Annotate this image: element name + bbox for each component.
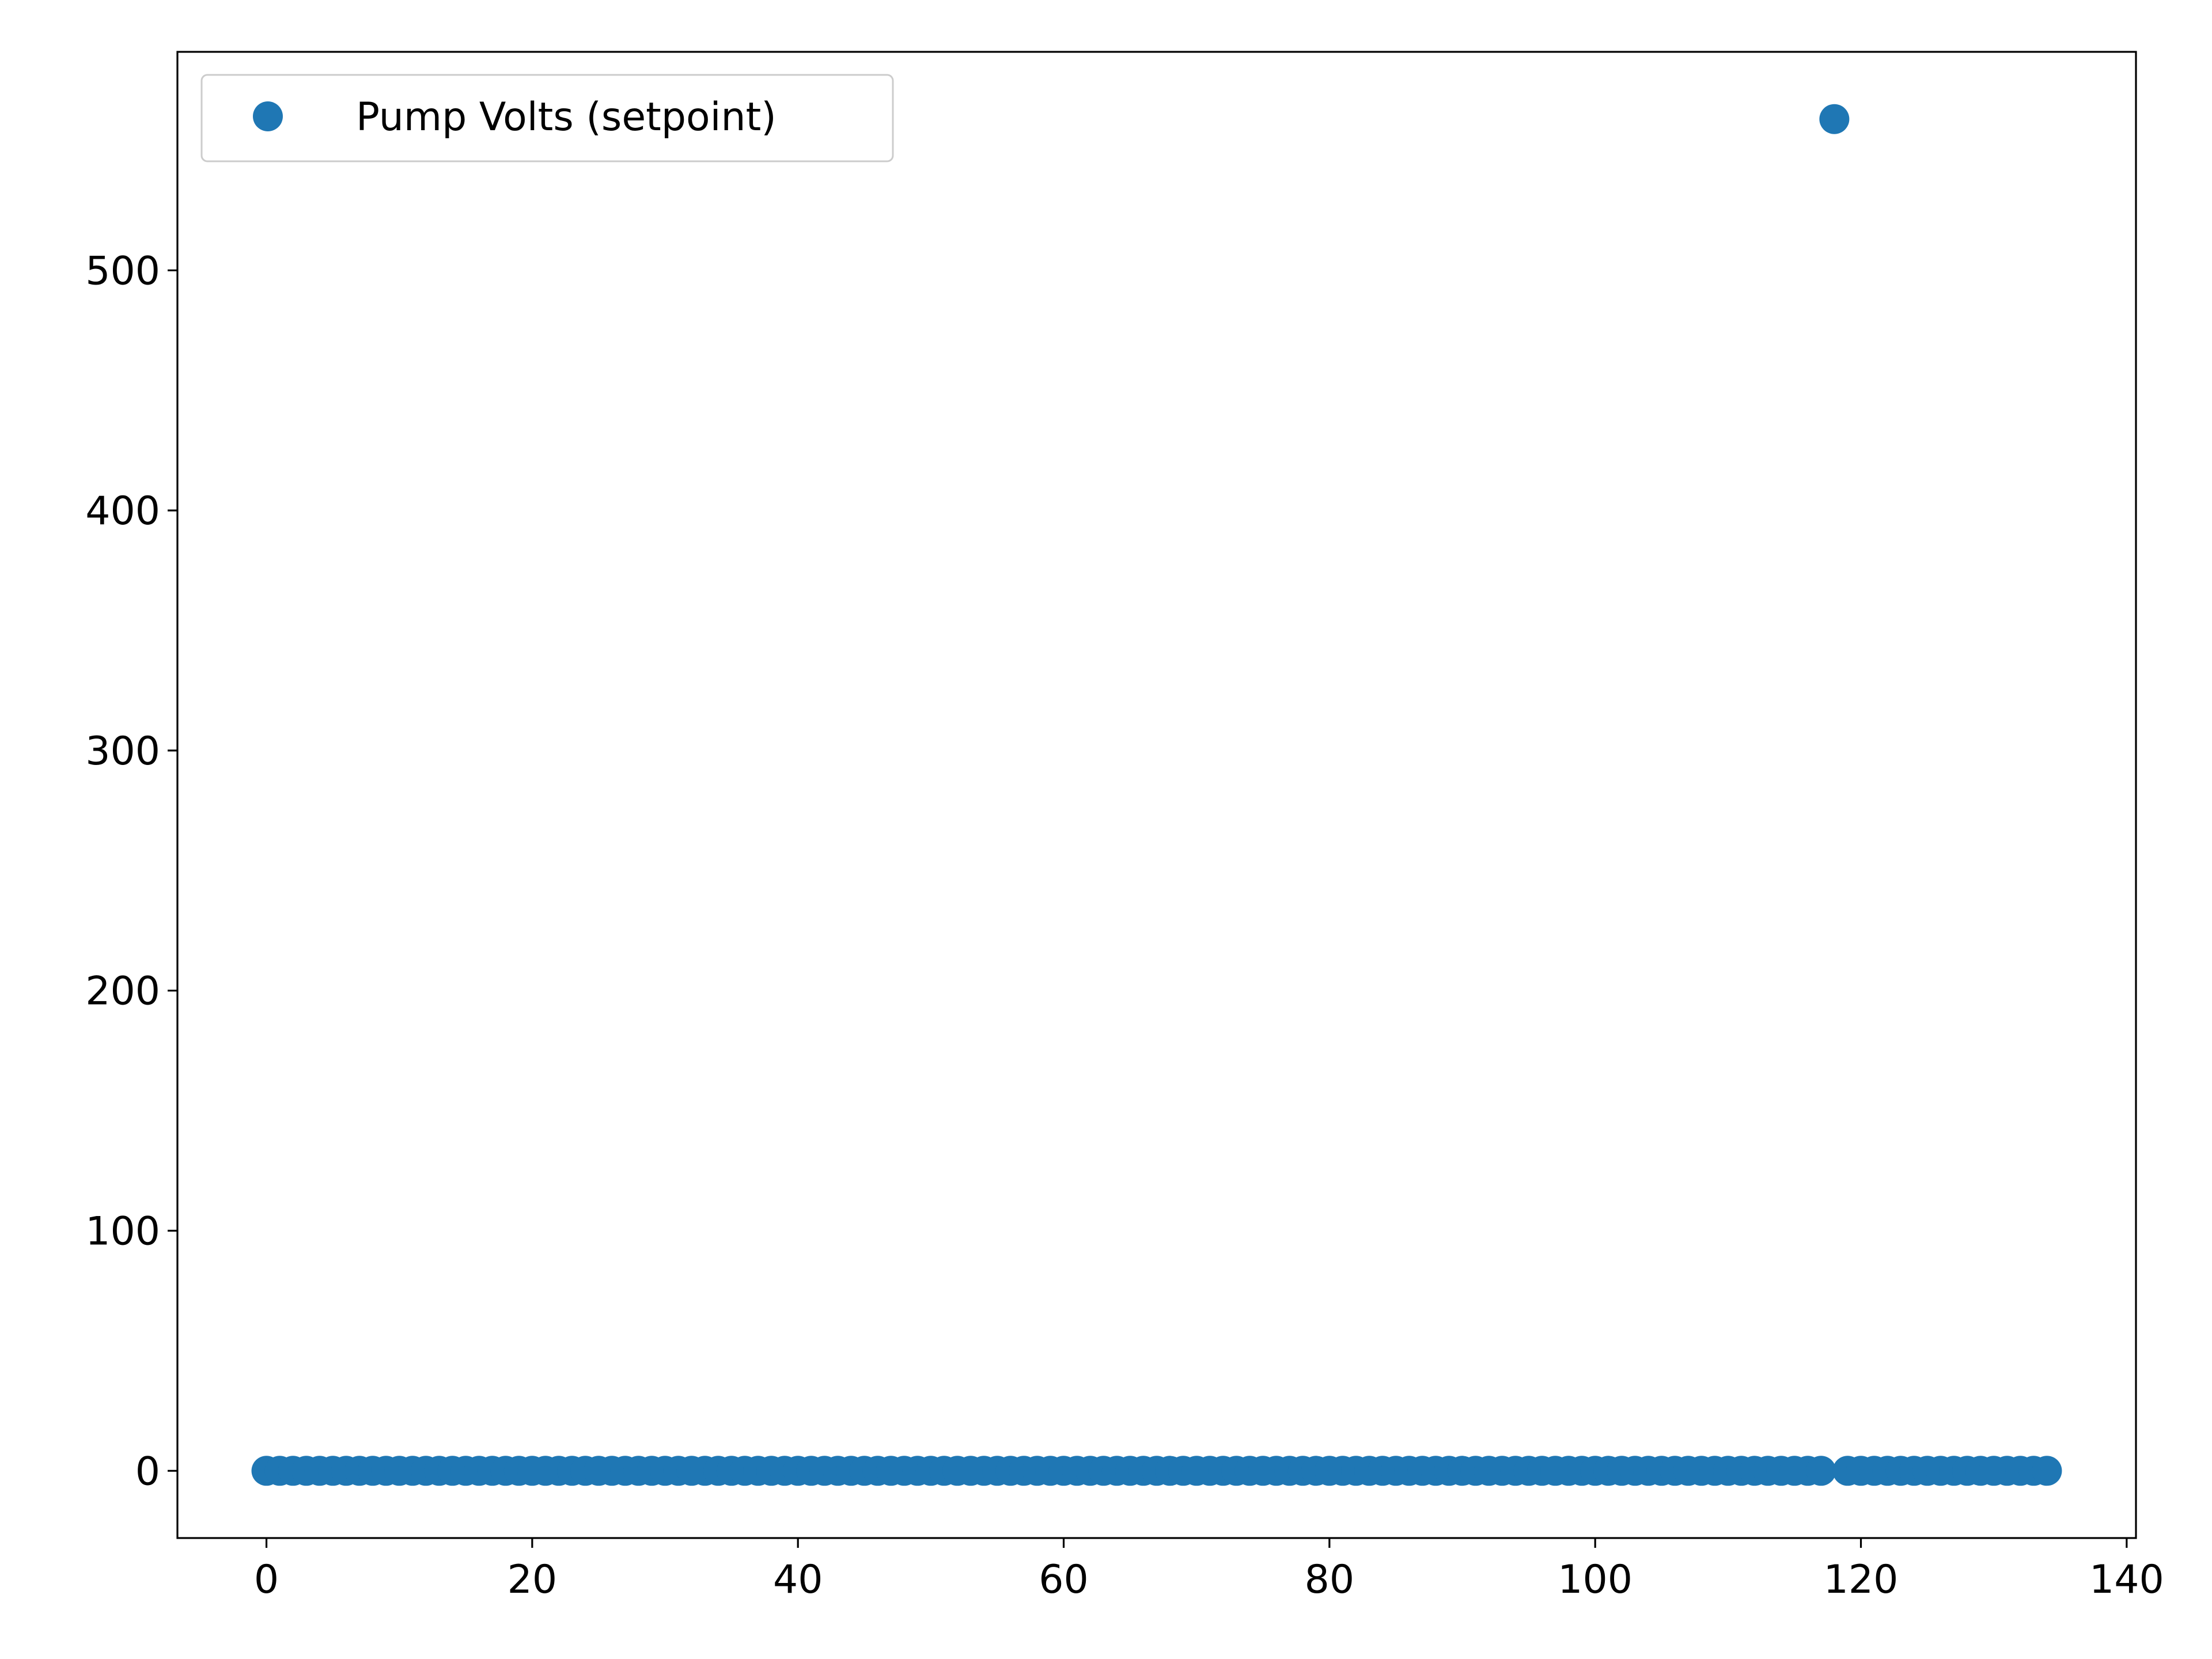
- y-tick-label: 300: [85, 729, 160, 774]
- legend-label: Pump Volts (setpoint): [356, 94, 777, 140]
- x-tick-label: 40: [773, 1557, 823, 1603]
- legend-box: [200, 74, 894, 162]
- axis-ticks: 0 20 40 60 80 100 120 140 0 100 200 300 400 500: [85, 248, 2164, 1603]
- x-tick-label: 0: [254, 1557, 279, 1603]
- y-tick-label: 500: [85, 248, 160, 294]
- x-tick-label: 100: [1558, 1557, 1633, 1603]
- y-tick-label: 100: [85, 1209, 160, 1254]
- x-tick-label: 140: [2089, 1557, 2164, 1603]
- x-tick-label: 120: [1824, 1557, 1899, 1603]
- data-point: [1806, 1456, 1836, 1486]
- data-points: [251, 104, 2062, 1486]
- y-tick-label: 0: [135, 1449, 160, 1494]
- data-point: [1819, 104, 1850, 134]
- x-tick-label: 20: [507, 1557, 558, 1603]
- plot-frame: [176, 51, 2137, 1539]
- legend-marker: [253, 101, 283, 131]
- x-tick-label: 80: [1305, 1557, 1355, 1603]
- y-tick-label: 200: [85, 969, 160, 1014]
- x-tick-label: 60: [1039, 1557, 1089, 1603]
- plot-area: [177, 52, 2136, 1538]
- data-point: [2032, 1456, 2062, 1486]
- legend: Pump Volts (setpoint): [200, 74, 894, 162]
- y-tick-label: 400: [85, 488, 160, 534]
